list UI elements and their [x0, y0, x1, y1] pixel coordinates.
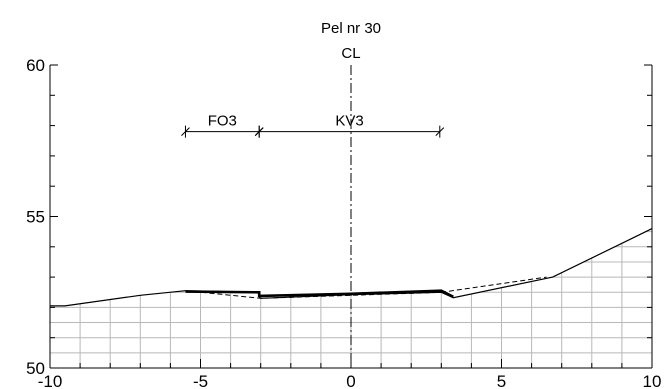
series-layer	[50, 228, 653, 307]
segment-label: KV3	[335, 113, 363, 130]
x-tick-label: 0	[346, 372, 355, 389]
x-tick-label: -5	[193, 372, 208, 389]
centerline-label: CL	[341, 45, 360, 62]
y-tick-label: 50	[26, 359, 45, 378]
axes-layer: 50 55 60 -10 -5 0 5 10	[26, 56, 661, 389]
x-tick-label: -10	[38, 372, 63, 389]
segment-label: FO3	[208, 113, 237, 130]
series-line-solid	[50, 228, 653, 307]
segment-end-slash	[254, 127, 264, 137]
y-tick-label: 60	[26, 56, 45, 75]
segment-end-slash	[435, 127, 445, 137]
x-tick-label: 10	[643, 372, 662, 389]
y-tick-label: 55	[26, 208, 45, 227]
segment-end-slash	[181, 127, 190, 137]
series-line-bold	[185, 289, 454, 298]
segments-layer: FO3 KV3	[181, 113, 445, 138]
chart-title: Pel nr 30	[321, 20, 381, 37]
x-tick-label: 5	[497, 372, 506, 389]
series-line-dashed	[185, 276, 547, 299]
